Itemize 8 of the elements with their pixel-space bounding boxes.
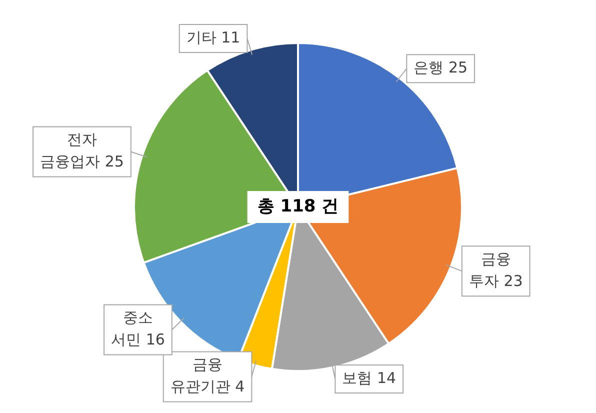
- slice-label: 기타 11: [186, 28, 240, 46]
- slice-label: 금융 투자 23: [468, 250, 523, 290]
- text: 총 118 건: [257, 196, 339, 216]
- slice-label: 보험 14: [342, 368, 396, 387]
- slice-label: 전자 금융업자 25: [40, 130, 124, 171]
- slice-label: 은행 25: [414, 58, 468, 76]
- slice-label: 금융 유관기관 4: [170, 356, 245, 396]
- slice-label: 중소 서민 16: [111, 308, 165, 349]
